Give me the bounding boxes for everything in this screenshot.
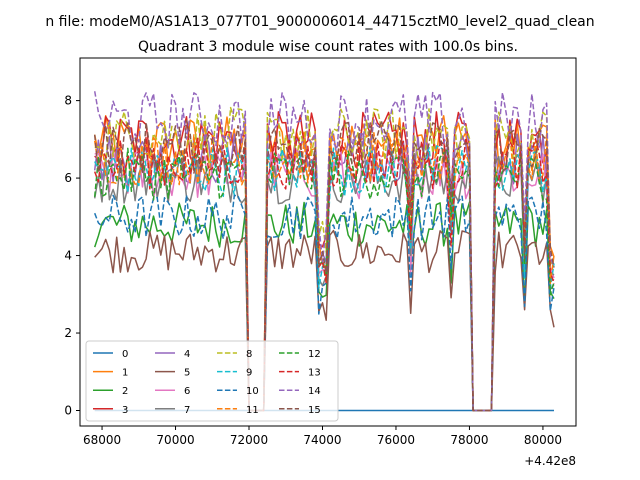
legend-label-10: 10: [246, 386, 259, 397]
legend-label-12: 12: [308, 349, 321, 360]
legend-label-8: 8: [246, 349, 252, 360]
figure-title: n file: modeM0/AS1A13_077T01_9000006014_…: [45, 14, 594, 30]
x-tick-label: 68000: [83, 433, 121, 447]
y-tick-label: 0: [64, 404, 72, 418]
series-layer: [93, 91, 555, 412]
series-line-13: [93, 136, 555, 412]
legend-label-6: 6: [184, 386, 190, 397]
legend-label-9: 9: [246, 368, 252, 379]
legend-label-15: 15: [308, 405, 321, 416]
legend-label-13: 13: [308, 368, 321, 379]
legend-label-3: 3: [122, 405, 128, 416]
y-tick-label: 2: [64, 326, 72, 340]
chart-title: Quadrant 3 module wise count rates with …: [138, 39, 518, 55]
y-tick-label: 8: [64, 94, 72, 108]
legend-label-7: 7: [184, 405, 190, 416]
x-axis: 68000 70000 72000 74000 76000 78000 80000: [83, 426, 562, 447]
legend-label-0: 0: [122, 349, 128, 360]
series-line-15: [93, 119, 555, 412]
legend-label-5: 5: [184, 368, 190, 379]
x-tick-label: 76000: [377, 433, 415, 447]
legend-label-1: 1: [122, 368, 128, 379]
legend-label-11: 11: [246, 405, 259, 416]
x-tick-label: 74000: [303, 433, 341, 447]
y-tick-label: 4: [64, 249, 72, 263]
legend-label-2: 2: [122, 386, 128, 397]
plot-frame: [79, 57, 577, 427]
x-tick-label: 80000: [524, 433, 562, 447]
x-tick-label: 78000: [450, 433, 488, 447]
x-tick-label: 70000: [156, 433, 194, 447]
legend-label-14: 14: [308, 386, 321, 397]
legend-label-4: 4: [184, 349, 190, 360]
x-axis-offset-label: +4.42e8: [524, 454, 576, 468]
y-axis: 0 2 4 6 8: [64, 94, 80, 418]
x-tick-label: 72000: [230, 433, 268, 447]
y-tick-label: 6: [64, 171, 72, 185]
legend-frame: [85, 340, 339, 422]
